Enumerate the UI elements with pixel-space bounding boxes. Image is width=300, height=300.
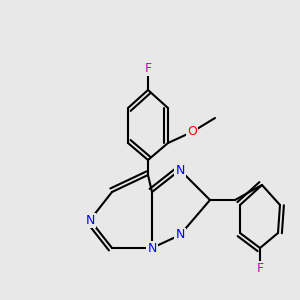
Text: O: O <box>187 125 197 139</box>
Text: N: N <box>175 164 185 176</box>
Text: F: F <box>144 61 152 74</box>
Text: N: N <box>175 229 185 242</box>
Text: N: N <box>147 242 157 254</box>
Text: F: F <box>256 262 264 275</box>
Text: N: N <box>85 214 95 226</box>
